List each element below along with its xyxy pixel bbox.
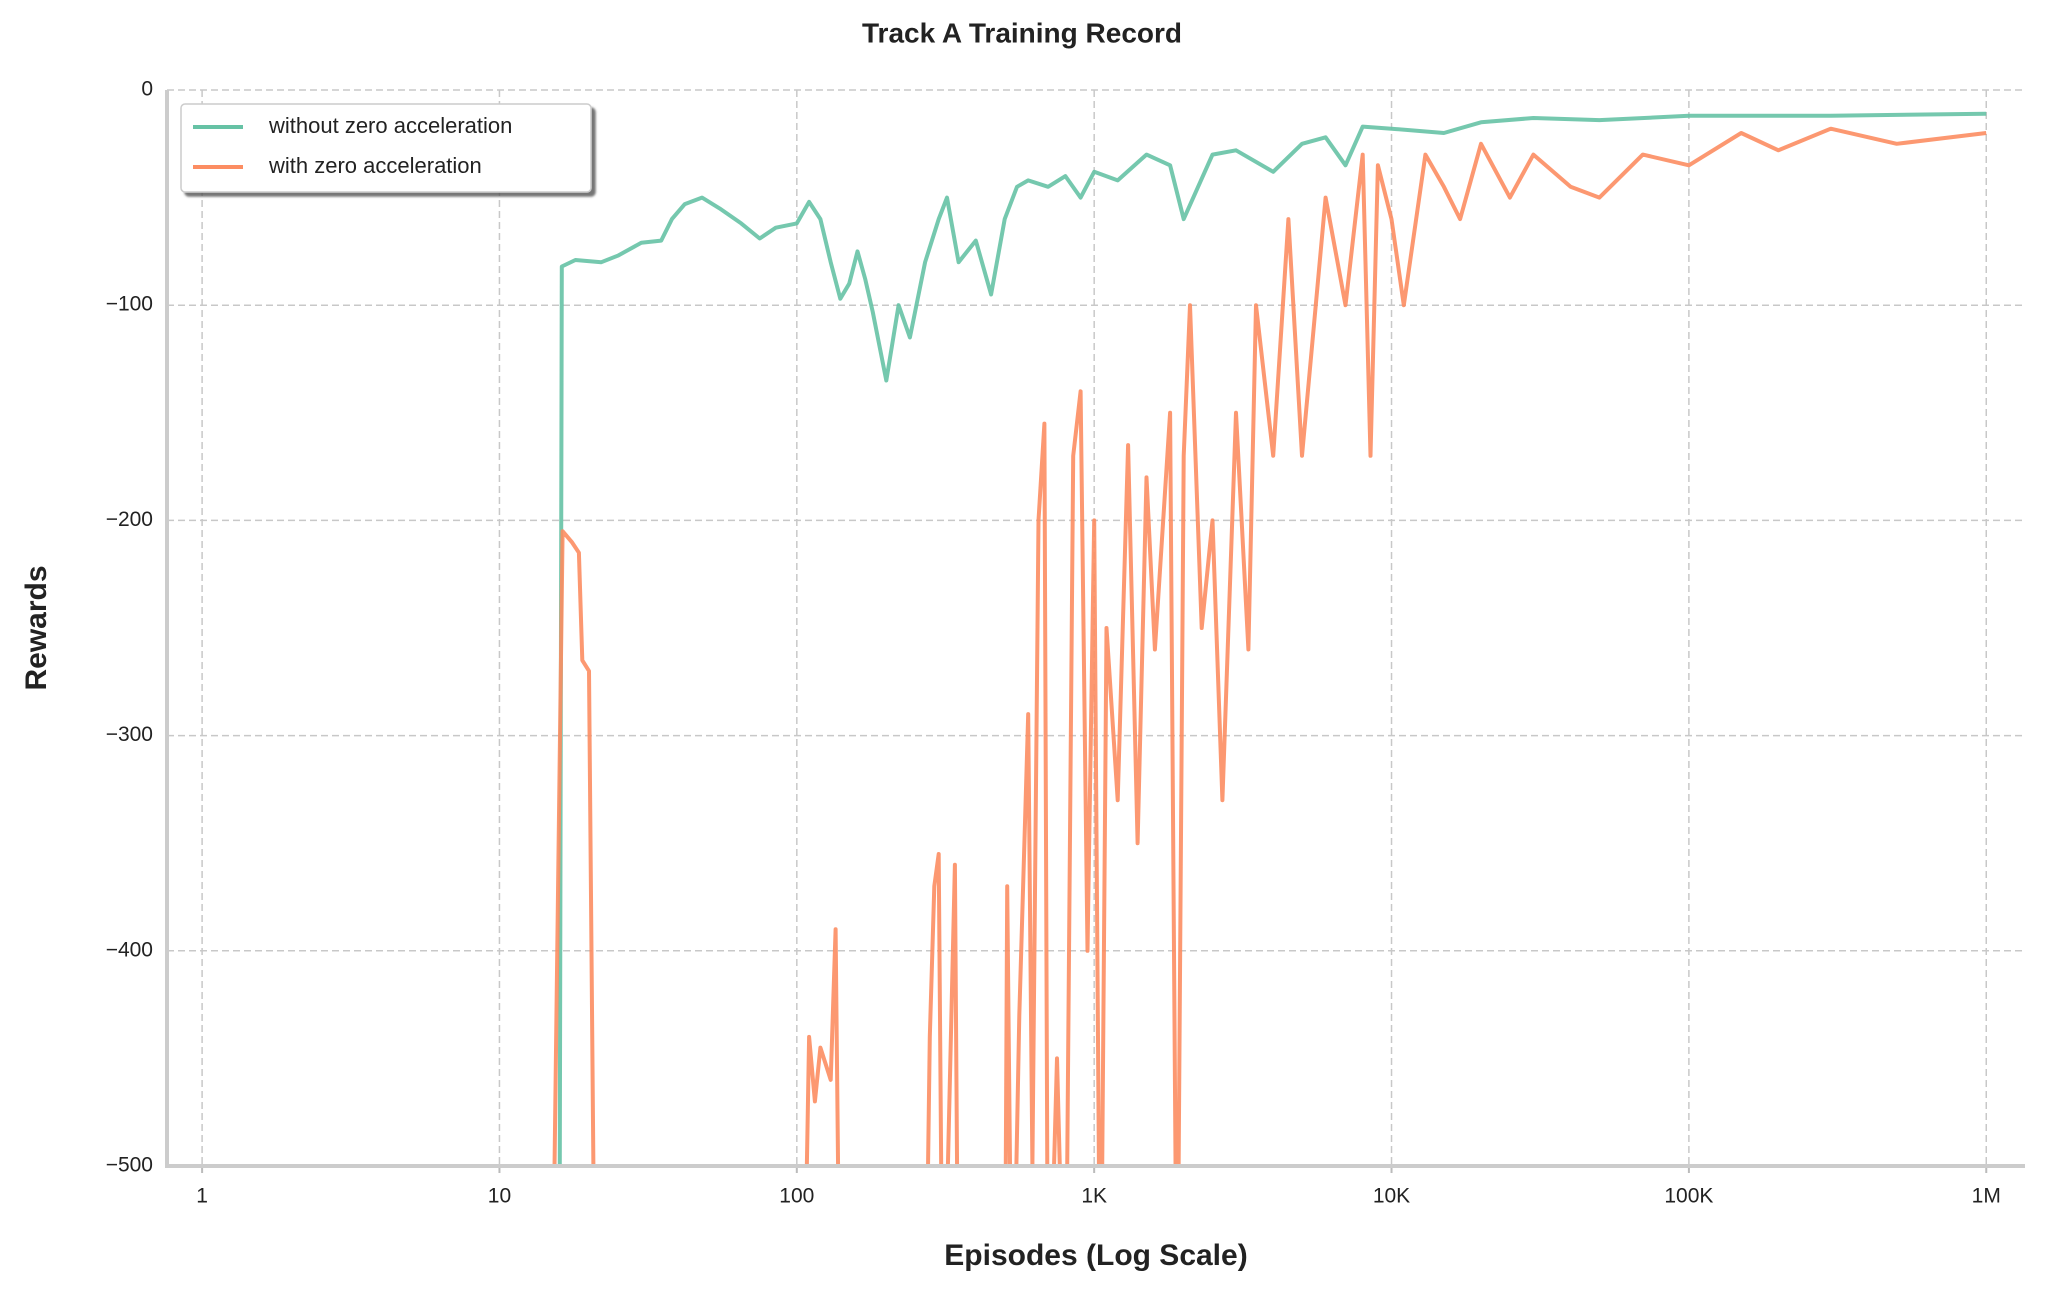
x-tick-label: 100	[779, 1185, 814, 1208]
y-tick-label: −500	[106, 1154, 153, 1177]
y-tick-label: −200	[106, 508, 153, 531]
x-tick-label: 10K	[1373, 1185, 1410, 1208]
legend-label: without zero acceleration	[268, 113, 512, 138]
plot-area	[552, 111, 1987, 1166]
x-tick-label: 10	[488, 1185, 511, 1208]
series-line	[552, 126, 1987, 1166]
legend-box	[180, 103, 592, 193]
y-tick-label: −100	[106, 293, 153, 316]
x-axis-label: Episodes (Log Scale)	[944, 1239, 1247, 1272]
x-tick-label: 100K	[1664, 1185, 1713, 1208]
y-axis-label: Rewards	[20, 565, 53, 690]
x-tick-label: 1K	[1081, 1185, 1107, 1208]
x-tick-label: 1	[196, 1185, 208, 1208]
series-line	[557, 111, 1987, 1166]
y-tick-label: −400	[106, 938, 153, 961]
axes: 0 −100 −200 −300 −400 −500 1 10 100 1K 10K 100K 1M	[106, 78, 2025, 1208]
chart-title: Track A Training Record	[862, 17, 1182, 48]
legend: without zero acceleration with zero accel…	[180, 103, 592, 193]
y-tick-label: 0	[141, 78, 153, 101]
legend-label: with zero acceleration	[268, 153, 482, 178]
y-tick-label: −300	[106, 723, 153, 746]
x-tick-label: 1M	[1972, 1185, 2001, 1208]
